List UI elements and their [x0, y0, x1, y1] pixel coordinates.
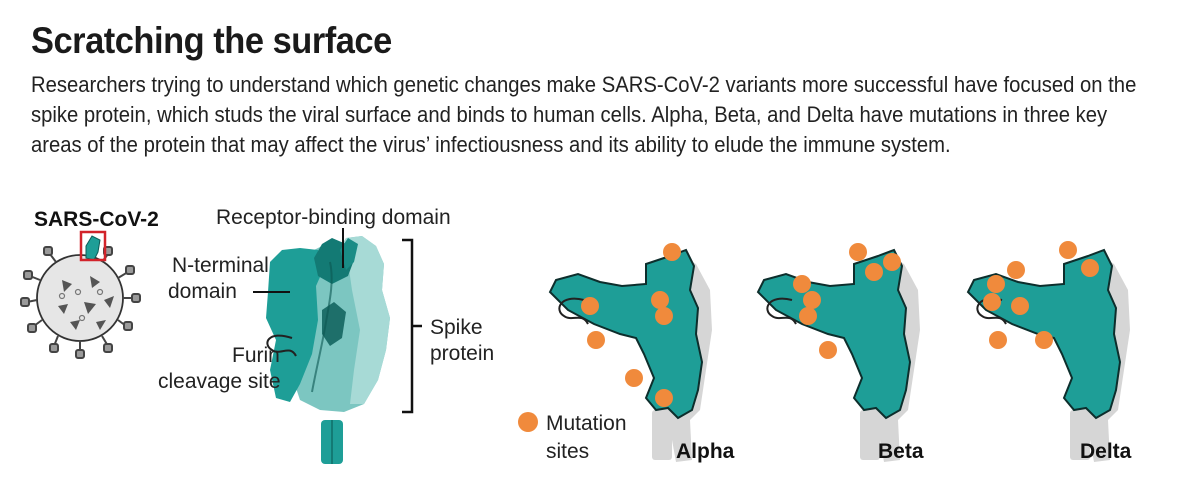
variant-delta: Delta	[967, 241, 1132, 463]
beta-spike-shape	[757, 249, 911, 419]
legend: Mutation sites	[518, 412, 627, 463]
nterminal-label-line2: domain	[168, 280, 237, 303]
variant-alpha: Alpha	[549, 243, 735, 463]
spike-label-line1: Spike	[430, 316, 483, 339]
variant-beta-label: Beta	[878, 440, 924, 463]
legend-label-line2: sites	[546, 440, 589, 463]
variant-beta: Beta	[757, 243, 924, 463]
virus-panel: SARS-CoV-2	[20, 208, 159, 359]
highlight-box	[79, 230, 107, 262]
beta-mutation-dots	[793, 243, 901, 359]
legend-mutation-dot	[518, 412, 538, 432]
virus-particle-icon	[20, 230, 141, 359]
spike-bracket	[402, 238, 422, 414]
figure-title: Scratching the surface	[31, 20, 392, 61]
variant-alpha-label: Alpha	[676, 440, 735, 463]
furin-label-line2: cleavage site	[158, 370, 281, 393]
delta-mutation-dots	[983, 241, 1099, 349]
spike-label-line2: protein	[430, 342, 494, 365]
receptor-binding-label: Receptor-binding domain	[216, 206, 451, 229]
variant-delta-label: Delta	[1080, 440, 1132, 463]
furin-cleavage-loop	[266, 334, 297, 357]
furin-label-line1: Furin	[232, 344, 280, 367]
alpha-mutation-dots	[581, 243, 681, 407]
spike-protein-illustration	[266, 236, 390, 464]
alpha-spike-shape	[549, 249, 703, 419]
virus-label: SARS-CoV-2	[34, 208, 159, 231]
figure-subtitle: Researchers trying to understand which g…	[31, 72, 1137, 157]
nterminal-label-line1: N-terminal	[172, 254, 269, 277]
legend-label-line1: Mutation	[546, 412, 627, 435]
